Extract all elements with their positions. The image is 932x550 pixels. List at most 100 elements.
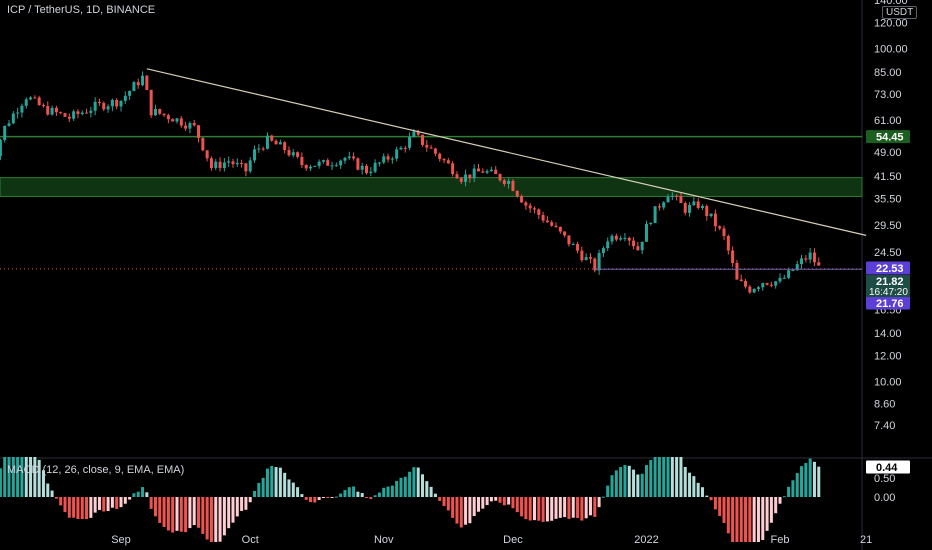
- candle-body: [153, 108, 157, 116]
- candle-body: [222, 162, 226, 169]
- high-tag-text: 22.53: [876, 263, 904, 275]
- macd-value-tag-text: 0.44: [876, 462, 898, 474]
- price-axis[interactable]: 140.00 120.00 100.00 85.00 73.00 61.00 49.00 41…: [874, 0, 908, 504]
- candle-body: [72, 111, 76, 119]
- macd-bar: [532, 497, 536, 521]
- macd-bar: [554, 497, 558, 519]
- candle-body: [304, 164, 308, 169]
- macd-bar: [688, 472, 692, 497]
- macd-bar: [171, 497, 175, 533]
- macd-bar: [614, 470, 618, 497]
- candle-body: [382, 156, 386, 163]
- candle-body: [584, 257, 588, 261]
- macd-bar: [3, 457, 7, 497]
- candle-body: [330, 165, 334, 167]
- candle-body: [110, 99, 114, 107]
- macd-bar: [46, 483, 50, 497]
- macd-bar: [175, 497, 179, 531]
- macd-bar: [205, 497, 209, 540]
- candle-body: [433, 148, 437, 154]
- macd-bar: [240, 497, 244, 511]
- macd-bar: [739, 497, 743, 542]
- y-tick-label: 14.00: [874, 328, 902, 340]
- y-tick-label: 41.50: [874, 171, 902, 183]
- macd-bar: [7, 457, 11, 497]
- candle-body: [554, 225, 558, 227]
- macd-bar: [459, 497, 463, 528]
- candle-body: [812, 252, 816, 263]
- macd-bar: [128, 497, 132, 500]
- macd-bar: [735, 497, 739, 542]
- candle-body: [235, 162, 239, 165]
- macd-bar: [718, 497, 722, 516]
- macd-bar: [369, 497, 373, 499]
- candle-body: [459, 178, 463, 182]
- candle-body: [309, 166, 313, 169]
- macd-bar: [145, 492, 149, 497]
- candle-body: [149, 89, 153, 116]
- macd-bar: [498, 497, 502, 503]
- macd-bar: [102, 497, 106, 512]
- candle-body: [386, 156, 390, 160]
- macd-bar: [502, 497, 506, 506]
- macd-bar: [399, 477, 403, 497]
- macd-bar: [278, 467, 282, 497]
- macd-y-tick-label: 0.00: [874, 492, 895, 504]
- macd-bar: [67, 497, 71, 518]
- candle-body: [485, 171, 489, 173]
- macd-bar: [563, 497, 567, 518]
- low-tag-text: 21.76: [876, 298, 904, 310]
- macd-bar: [567, 497, 571, 519]
- candle-body: [619, 238, 623, 240]
- current-price-tag-bg: [866, 275, 910, 297]
- macd-bar: [76, 497, 80, 520]
- candle-body: [597, 253, 601, 271]
- candle-body: [632, 240, 636, 247]
- macd-bar: [188, 497, 192, 529]
- candle-body: [347, 156, 351, 158]
- y-tick-label: 12.00: [874, 350, 902, 362]
- macd-bar: [696, 482, 700, 497]
- candle-body: [601, 248, 605, 254]
- macd-bar: [209, 497, 213, 542]
- candle-body: [123, 95, 127, 101]
- macd-bar: [136, 491, 140, 497]
- candle-body: [787, 270, 791, 278]
- candle-body: [67, 116, 71, 119]
- candle-body: [769, 284, 773, 286]
- candle-body: [791, 270, 795, 272]
- macd-bar: [356, 491, 360, 497]
- support-zone: [0, 177, 863, 197]
- macd-bar: [731, 497, 735, 542]
- candle-body: [274, 140, 278, 145]
- macd-bar: [541, 497, 545, 522]
- candle-body: [369, 171, 373, 174]
- macd-bar: [141, 487, 145, 497]
- candle-body: [29, 97, 33, 100]
- currency-button[interactable]: USDT: [882, 6, 918, 19]
- candle-body: [498, 174, 502, 181]
- candle-body: [339, 160, 343, 166]
- macd-bar: [343, 490, 347, 497]
- countdown-text: 16:47:20: [869, 287, 908, 298]
- candle-body: [744, 280, 748, 287]
- candle-body: [752, 288, 756, 293]
- macd-bar: [782, 496, 786, 498]
- candle-body: [265, 135, 269, 149]
- candle-body: [804, 258, 808, 260]
- macd-value-tag: 0.44: [866, 460, 910, 474]
- y-tick-label: 10.00: [874, 377, 902, 389]
- time-axis[interactable]: Sep Oct Nov Dec 2022 Feb 21: [111, 534, 872, 546]
- candle-body: [334, 165, 338, 167]
- trend-lines: [0, 68, 867, 270]
- candle-body: [360, 165, 364, 170]
- candle-body: [726, 235, 730, 251]
- candle-body: [205, 150, 209, 159]
- macd-bar: [54, 497, 58, 499]
- candle-body: [287, 150, 291, 156]
- macd-bar: [153, 497, 157, 517]
- resistance-tag-bg: [866, 130, 910, 144]
- macd-bar: [386, 486, 390, 497]
- macd-bar: [283, 472, 287, 497]
